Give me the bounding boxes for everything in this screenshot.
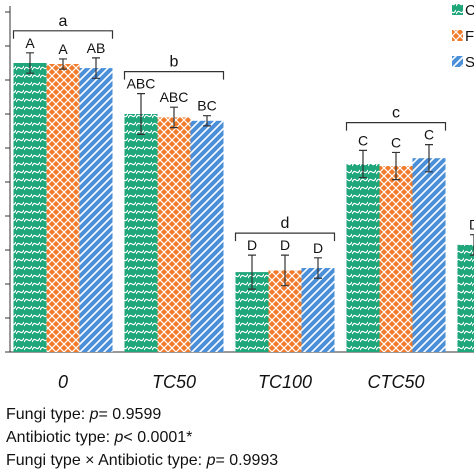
group-letter: d bbox=[281, 215, 290, 232]
bar bbox=[46, 64, 80, 353]
bracket bbox=[345, 122, 447, 131]
legend-label: C bbox=[465, 2, 474, 19]
group-letter: a bbox=[59, 13, 68, 30]
note-part: p bbox=[89, 406, 99, 423]
note-part: = 0.9599 bbox=[99, 406, 162, 423]
group-letter: c bbox=[392, 105, 400, 122]
error-bar bbox=[425, 144, 433, 173]
note-part: p bbox=[206, 452, 216, 469]
bracket bbox=[123, 71, 225, 80]
note-part: Fungi type × Antibiotic type: bbox=[6, 452, 207, 469]
error-bar bbox=[470, 234, 474, 256]
error-bar bbox=[392, 151, 400, 181]
legend-swatch bbox=[452, 56, 463, 67]
error-bar bbox=[359, 149, 367, 179]
x-tick-label: TC50 bbox=[152, 372, 196, 392]
error-bar bbox=[137, 93, 145, 135]
note: Fungi type × Antibiotic type: p= 0.9993 bbox=[6, 452, 278, 469]
bar bbox=[79, 68, 113, 352]
note-part: Antibiotic type: bbox=[6, 429, 115, 446]
bar-letter: A bbox=[25, 35, 35, 51]
bar bbox=[190, 120, 224, 352]
x-tick-label: TC100 bbox=[258, 372, 312, 392]
error-bar bbox=[92, 57, 100, 79]
note-part: < 0.0001* bbox=[123, 429, 192, 446]
error-bar bbox=[170, 106, 178, 129]
bar-letter: AB bbox=[87, 40, 106, 56]
bar-letter: D bbox=[280, 237, 290, 253]
error-bar bbox=[248, 254, 256, 290]
note: Fungi type: p= 0.9599 bbox=[6, 406, 161, 423]
bar-letter: ABC bbox=[160, 89, 189, 105]
error-bar bbox=[59, 58, 67, 70]
error-bar bbox=[314, 257, 322, 279]
note-part: p bbox=[114, 429, 124, 446]
bar-letter: BC bbox=[197, 98, 216, 114]
note-part: = 0.9993 bbox=[215, 452, 278, 469]
legend-label: S bbox=[465, 54, 474, 71]
bar bbox=[13, 63, 47, 352]
error-bar bbox=[203, 115, 211, 127]
note-part: Fungi type: bbox=[6, 406, 90, 423]
group-letter: b bbox=[170, 54, 179, 71]
bar bbox=[346, 163, 380, 352]
bar bbox=[379, 166, 413, 352]
x-tick-label: CTC50 bbox=[367, 372, 424, 392]
bar bbox=[157, 117, 191, 353]
bar-letter: D bbox=[247, 237, 257, 253]
bar bbox=[457, 244, 474, 352]
bar-letter: C bbox=[358, 132, 368, 148]
bracket bbox=[234, 232, 336, 242]
note: Antibiotic type: p< 0.0001* bbox=[6, 429, 192, 446]
bar bbox=[124, 114, 158, 352]
legend-label: F bbox=[465, 28, 474, 45]
error-bar bbox=[281, 254, 289, 287]
bar-letter: C bbox=[391, 134, 401, 150]
bracket bbox=[12, 30, 114, 39]
x-tick-label: 0 bbox=[58, 372, 68, 392]
bar-letter: C bbox=[424, 127, 434, 143]
bar-letter: D bbox=[313, 240, 323, 256]
legend-swatch bbox=[452, 30, 463, 41]
legend-swatch bbox=[452, 4, 463, 15]
bar bbox=[301, 268, 335, 352]
error-bar bbox=[26, 52, 34, 74]
bar-letter: A bbox=[58, 41, 68, 57]
bar-letter: ABC bbox=[127, 76, 156, 92]
bar bbox=[412, 158, 446, 352]
bar-letter: D bbox=[469, 217, 474, 233]
